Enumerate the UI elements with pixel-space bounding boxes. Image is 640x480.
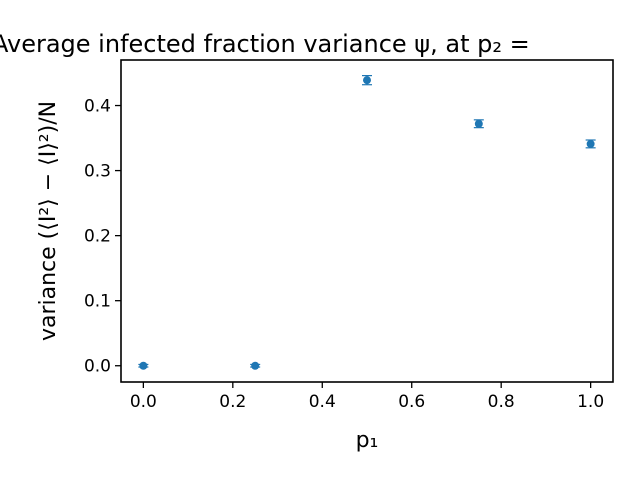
x-tick-label: 0.0	[130, 392, 157, 412]
x-tick-label: 0.8	[488, 392, 515, 412]
data-series	[138, 75, 596, 370]
chart-title: Average infected fraction variance ψ, at…	[0, 30, 530, 58]
x-axis: 0.0 0.2 0.4 0.6 0.8 1.0	[130, 382, 604, 412]
y-tick-label: 0.4	[84, 97, 111, 117]
data-point	[586, 139, 595, 148]
y-tick-label: 0.1	[84, 292, 111, 312]
y-tick-label: 0.2	[84, 227, 111, 247]
y-axis-label: variance (⟨I²⟩ − ⟨I⟩²)/N	[36, 101, 61, 341]
plot-frame	[120, 59, 614, 383]
y-axis: 0.0 0.1 0.2 0.3 0.4	[84, 97, 121, 377]
y-tick-label: 0.3	[84, 162, 111, 182]
x-axis-label: p₁	[356, 428, 379, 453]
x-tick-label: 0.4	[309, 392, 336, 412]
data-point	[363, 76, 371, 85]
x-tick-label: 0.6	[398, 392, 425, 412]
data-point	[139, 361, 148, 370]
data-point	[251, 361, 260, 370]
x-tick-label: 1.0	[577, 392, 604, 412]
data-point	[474, 119, 483, 128]
y-tick-label: 0.0	[84, 357, 111, 377]
x-tick-label: 0.2	[219, 392, 246, 412]
